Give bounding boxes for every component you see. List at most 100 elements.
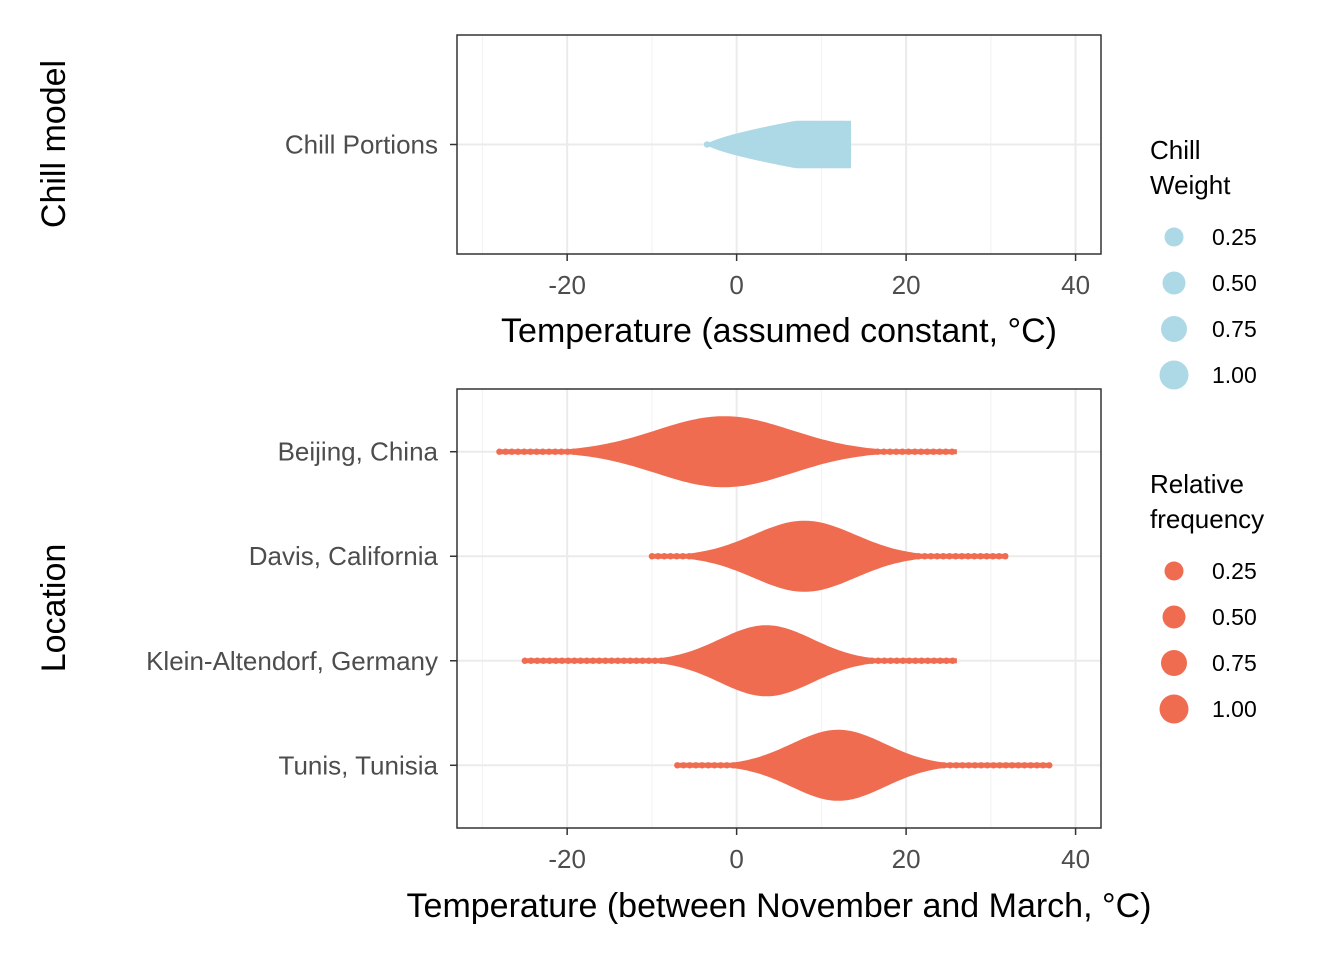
location-series-dot xyxy=(942,448,949,455)
location-y-tick-label: Beijing, China xyxy=(278,437,439,467)
chill-series-cap xyxy=(833,120,852,169)
location-series-dot xyxy=(651,657,659,664)
chill-legend-title-line1: Chill xyxy=(1150,135,1201,165)
location-series-dot xyxy=(552,448,559,455)
location-legend-key xyxy=(1164,561,1184,581)
location-series-dot xyxy=(565,657,572,664)
location-series-dot xyxy=(502,448,509,455)
chill-x-tick-label: -20 xyxy=(548,270,586,300)
location-series-dot xyxy=(602,657,609,664)
location-series-dot xyxy=(723,762,731,769)
chill-weight-legend: Chill Weight 0.25 0.50 0.75 1.00 xyxy=(1150,135,1257,390)
location-series-dot xyxy=(893,657,900,664)
location-series-dot xyxy=(862,657,869,664)
location-x-axis-title: Temperature (between November and March,… xyxy=(407,887,1152,925)
location-series-dot xyxy=(614,657,621,664)
location-series-dot xyxy=(909,553,916,560)
location-series-dot xyxy=(924,448,931,455)
location-series-dot xyxy=(527,657,535,664)
location-panel-border xyxy=(456,388,1102,829)
location-series-dot xyxy=(674,762,681,769)
location-series-dot xyxy=(552,657,559,664)
location-series-dot xyxy=(911,448,918,455)
location-series-dot xyxy=(1033,762,1041,769)
location-series-dot xyxy=(946,553,953,560)
location-series-dot xyxy=(508,448,515,455)
location-series-dot xyxy=(927,553,935,560)
location-series-dot xyxy=(658,657,665,664)
location-series-dot xyxy=(1046,762,1053,769)
location-series-1 xyxy=(521,625,957,697)
location-series-dot xyxy=(933,553,941,560)
frequency-legend-title-line2: frequency xyxy=(1150,504,1264,534)
location-series-dot xyxy=(977,553,984,560)
location-series-dot xyxy=(899,657,907,664)
location-series-dot xyxy=(952,553,959,560)
location-series-dot xyxy=(633,657,640,664)
chill-legend-key xyxy=(1164,227,1184,247)
location-series-body xyxy=(524,625,957,697)
location-series-dot xyxy=(564,448,571,455)
location-series-dot xyxy=(686,762,693,769)
chill-legend-key xyxy=(1162,271,1186,295)
location-series-body xyxy=(499,416,957,488)
location-series-dot xyxy=(685,553,693,560)
location-series-dot xyxy=(692,553,699,560)
location-series-dot xyxy=(893,448,900,455)
location-series-dot xyxy=(921,553,928,560)
relative-frequency-legend: Relative frequency 0.25 0.50 0.75 1.00 xyxy=(1150,469,1264,724)
location-panel-marks xyxy=(496,416,1053,801)
location-x-tick-label: 40 xyxy=(1061,844,1090,874)
location-series-dot xyxy=(930,448,937,455)
location-series-dot xyxy=(940,553,947,560)
chill-x-tick-label: 0 xyxy=(729,270,743,300)
location-series-dot xyxy=(899,448,906,455)
chill-model-panel: Chill Portions -20 0 20 40 Temperature (ass… xyxy=(35,34,1102,350)
frequency-legend-title-line1: Relative xyxy=(1150,469,1244,499)
location-panel: Tunis, Tunisia Klein-Altendorf, Germany Da… xyxy=(35,388,1152,925)
location-series-dot xyxy=(639,657,646,664)
location-series-dot xyxy=(958,553,966,560)
location-series-dot xyxy=(990,762,997,769)
location-series-dot xyxy=(729,762,737,769)
location-series-dot xyxy=(1002,553,1009,560)
location-series-dot xyxy=(953,762,960,769)
location-series-body xyxy=(677,729,1051,801)
chill-legend-label: 0.75 xyxy=(1212,316,1257,342)
location-series-dot xyxy=(583,657,590,664)
location-series-dot xyxy=(608,657,615,664)
location-series-dot xyxy=(918,657,925,664)
location-series-dot xyxy=(679,553,687,560)
location-series-dot xyxy=(717,762,724,769)
location-series-dot xyxy=(698,762,706,769)
location-y-tick-label: Klein-Altendorf, Germany xyxy=(146,646,438,676)
location-series-dot xyxy=(705,762,712,769)
location-legend-key xyxy=(1161,650,1187,676)
location-series-dot xyxy=(576,448,584,455)
location-series-dot xyxy=(906,657,913,664)
chill-legend-title-line2: Weight xyxy=(1150,170,1231,200)
location-series-dot xyxy=(875,657,882,664)
location-series-dot xyxy=(521,657,528,664)
location-series-dot xyxy=(971,762,979,769)
location-series-dot xyxy=(577,657,584,664)
location-series-dot xyxy=(934,762,941,769)
location-series-dot xyxy=(661,553,668,560)
location-series-dot xyxy=(627,657,634,664)
location-series-dot xyxy=(984,762,991,769)
location-series-dot xyxy=(881,657,888,664)
location-series-dot xyxy=(943,657,950,664)
location-series-dot xyxy=(596,657,603,664)
chill-panel-x-ticks: -20 0 20 40 xyxy=(548,254,1090,300)
location-series-dot xyxy=(521,448,528,455)
location-series-dot xyxy=(917,448,925,455)
location-series-dot xyxy=(915,553,922,560)
location-series-dot xyxy=(545,448,553,455)
location-series-dot xyxy=(540,657,547,664)
location-series-body xyxy=(651,520,1008,592)
location-series-dot xyxy=(496,448,503,455)
location-series-dot xyxy=(1002,762,1010,769)
location-series-dot xyxy=(930,657,938,664)
location-series-dot xyxy=(946,762,954,769)
